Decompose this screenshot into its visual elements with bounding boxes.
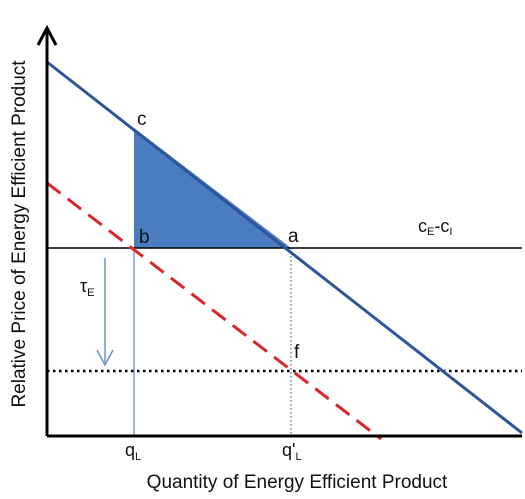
- point-label-b: b: [139, 227, 150, 248]
- cost-line-label: cE-cI: [418, 216, 452, 238]
- tax-label: τE: [80, 276, 94, 299]
- x-tick-label-qL: qL: [125, 440, 141, 463]
- point-label-a: a: [288, 226, 299, 247]
- demand-line: [46, 60, 523, 435]
- y-axis-arrow-icon: [36, 24, 58, 46]
- y-axis-title: Relative Price of Energy Efficient Produ…: [9, 60, 30, 408]
- x-tick-label-qL-prime: q'L: [282, 440, 302, 463]
- point-label-c: c: [137, 109, 147, 130]
- x-axis-title: Quantity of Energy Efficient Product: [147, 472, 448, 493]
- shaded-area: [134, 128, 291, 248]
- shifted-demand-line: [46, 181, 382, 441]
- point-label-f: f: [294, 342, 300, 363]
- tax-arrow-head: [96, 349, 114, 367]
